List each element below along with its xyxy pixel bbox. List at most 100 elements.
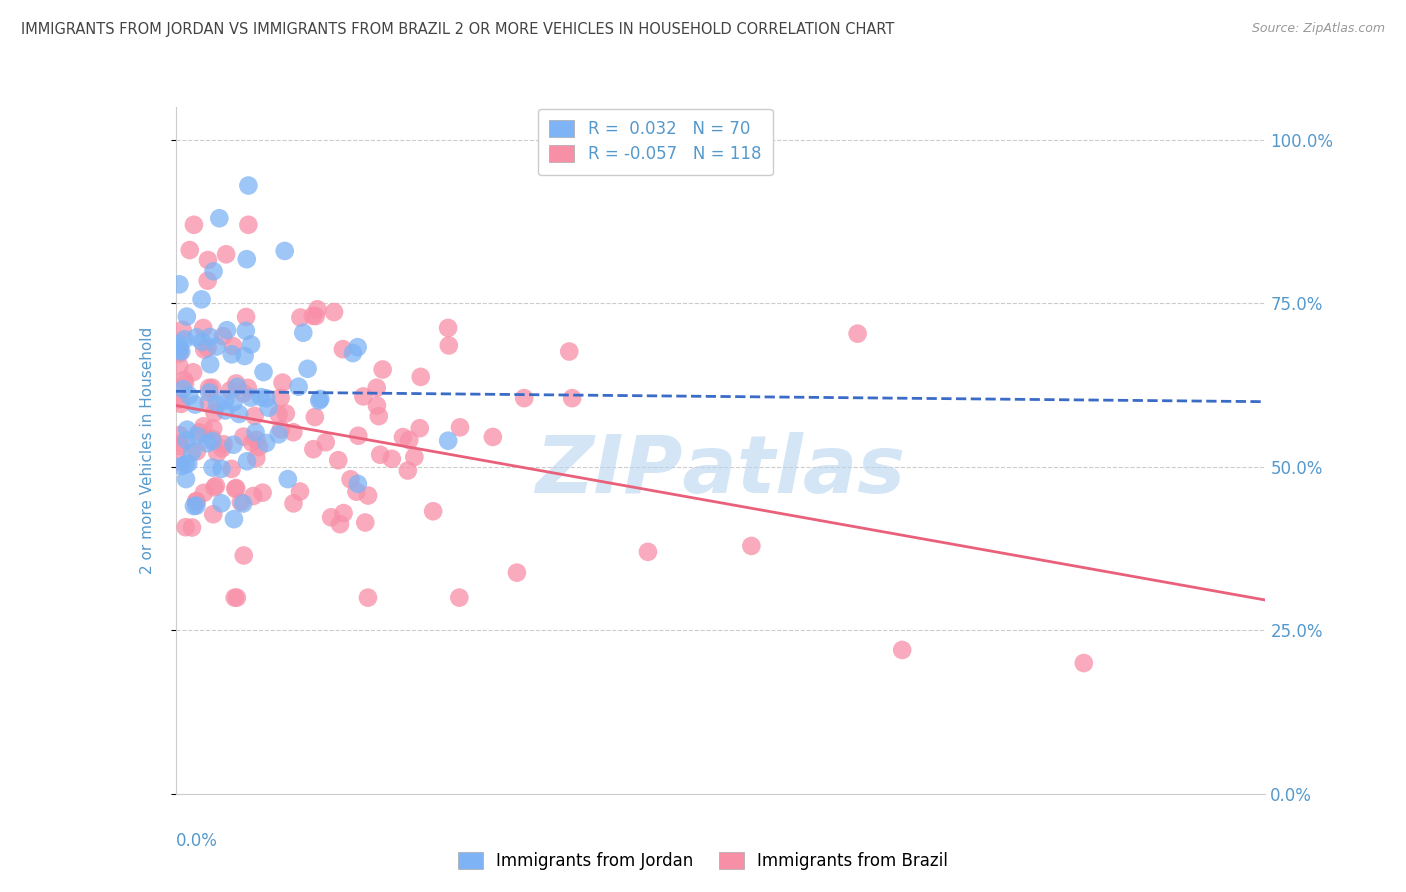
Point [174, 472, 197, 486]
Point [409, 421, 432, 435]
Point [176, 310, 198, 324]
Point [169, 455, 191, 469]
Point [204, 406, 226, 420]
Point [381, 451, 404, 466]
Point [344, 484, 367, 499]
Point [329, 517, 352, 532]
Point [247, 440, 270, 454]
Point [321, 510, 343, 524]
Legend: Immigrants from Jordan, Immigrants from Brazil: Immigrants from Jordan, Immigrants from … [451, 845, 955, 877]
Point [205, 479, 228, 493]
Point [238, 218, 260, 232]
Point [482, 430, 505, 444]
Point [169, 337, 191, 351]
Point [242, 489, 264, 503]
Point [396, 464, 419, 478]
Point [169, 343, 191, 358]
Point [214, 393, 236, 408]
Point [235, 324, 257, 338]
Point [347, 428, 370, 442]
Point [212, 329, 235, 343]
Point [173, 332, 195, 346]
Point [207, 446, 229, 460]
Point [186, 494, 208, 508]
Point [270, 391, 292, 405]
Point [235, 252, 257, 267]
Point [245, 433, 267, 447]
Point [225, 481, 247, 495]
Point [339, 472, 361, 486]
Point [208, 211, 231, 226]
Point [212, 437, 235, 451]
Point [198, 357, 221, 371]
Point [267, 427, 290, 442]
Point [198, 385, 221, 400]
Point [222, 339, 245, 353]
Point [197, 274, 219, 288]
Point [205, 340, 228, 354]
Point [198, 381, 221, 395]
Point [283, 496, 305, 510]
Point [287, 380, 309, 394]
Point [209, 496, 232, 510]
Point [179, 388, 201, 402]
Point [211, 442, 233, 456]
Point [513, 391, 536, 405]
Point [186, 429, 208, 443]
Point [245, 425, 267, 440]
Point [357, 489, 380, 503]
Point [173, 373, 195, 387]
Point [174, 520, 197, 534]
Point [198, 330, 221, 344]
Point [245, 451, 267, 466]
Point [170, 397, 193, 411]
Point [274, 407, 297, 421]
Point [183, 499, 205, 513]
Legend: R =  0.032   N = 70, R = -0.057   N = 118: R = 0.032 N = 70, R = -0.057 N = 118 [537, 109, 773, 175]
Point [252, 365, 274, 379]
Point [186, 494, 208, 508]
Point [305, 309, 328, 323]
Point [309, 392, 332, 406]
Point [174, 376, 197, 391]
Point [201, 460, 224, 475]
Point [222, 395, 245, 409]
Point [197, 253, 219, 268]
Point [174, 457, 197, 471]
Point [169, 428, 191, 442]
Point [506, 566, 529, 580]
Point [240, 337, 263, 351]
Point [371, 362, 394, 376]
Point [193, 485, 215, 500]
Point [740, 539, 762, 553]
Point [197, 396, 219, 410]
Point [290, 310, 312, 325]
Point [891, 643, 914, 657]
Point [449, 591, 471, 605]
Point [202, 264, 225, 278]
Point [201, 381, 224, 395]
Point [409, 370, 432, 384]
Point [215, 323, 238, 337]
Point [332, 342, 354, 356]
Point [193, 343, 215, 357]
Point [307, 302, 329, 317]
Point [346, 340, 368, 354]
Point [422, 504, 444, 518]
Point [225, 591, 247, 605]
Point [181, 445, 204, 459]
Point [221, 462, 243, 476]
Point [222, 512, 245, 526]
Point [270, 422, 292, 436]
Point [222, 438, 245, 452]
Point [1073, 656, 1095, 670]
Point [193, 419, 215, 434]
Point [211, 462, 233, 476]
Point [437, 434, 460, 448]
Point [201, 434, 224, 448]
Point [193, 321, 215, 335]
Point [561, 391, 583, 405]
Point [181, 365, 204, 379]
Point [169, 439, 191, 453]
Point [221, 347, 243, 361]
